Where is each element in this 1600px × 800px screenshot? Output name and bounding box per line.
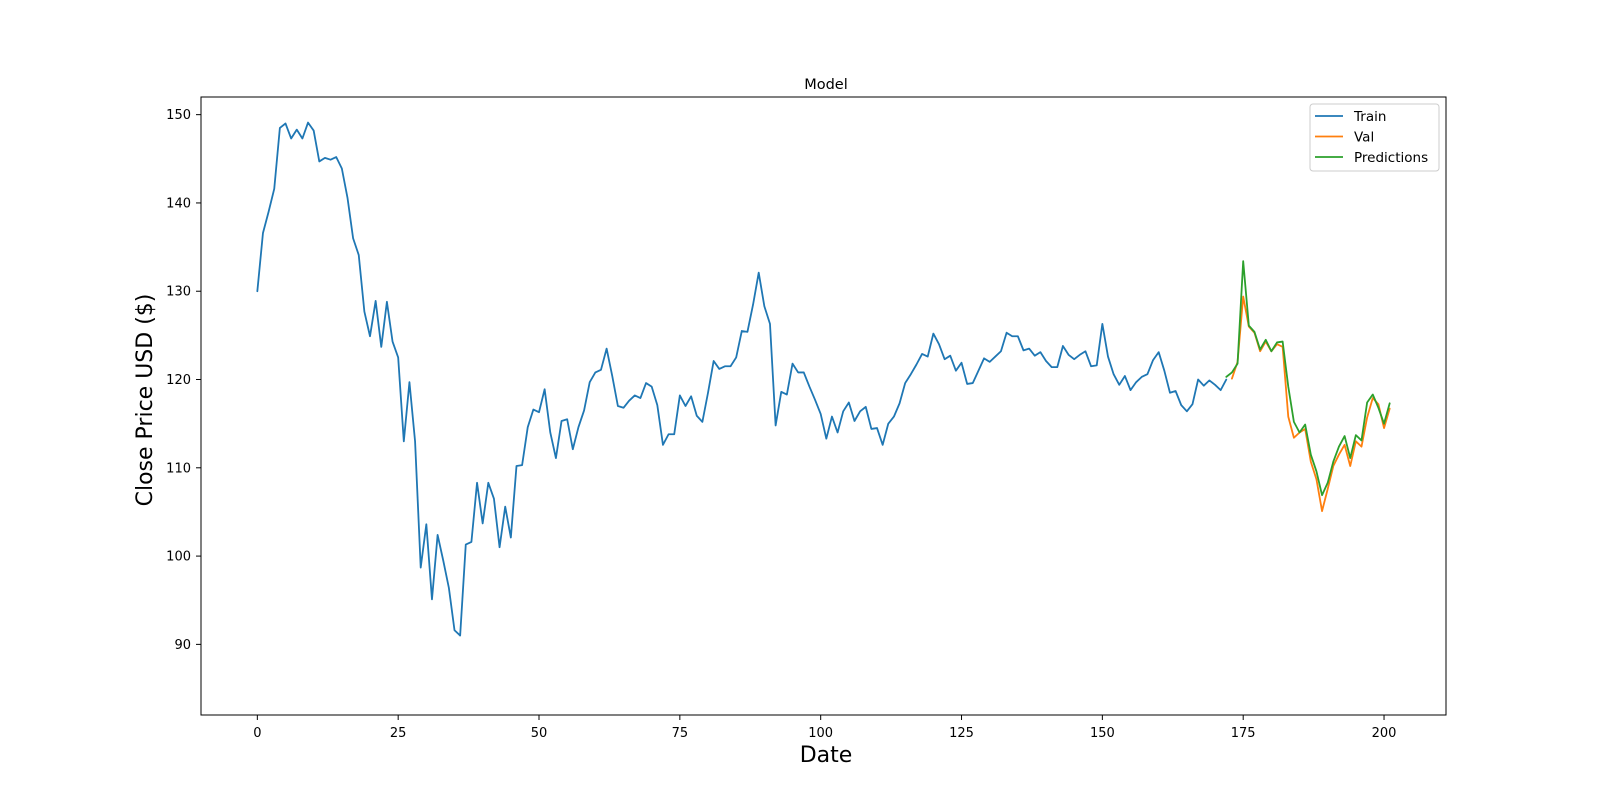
- x-tick-label: 75: [672, 726, 689, 741]
- series-line-predictions: [1225, 260, 1391, 497]
- x-tick-label: 125: [949, 726, 974, 741]
- plot-frame: [200, 96, 1447, 716]
- legend-box: [1309, 103, 1440, 172]
- legend: Train Val Predictions: [1309, 103, 1440, 172]
- y-axis-title: Close Price USD ($): [133, 294, 158, 507]
- x-tick-label: 175: [1231, 726, 1256, 741]
- x-tick-label: 150: [1090, 726, 1115, 741]
- x-axis: 0 25 50 75 100 125 150 175 200: [253, 715, 1396, 741]
- y-tick-label: 130: [166, 285, 191, 300]
- legend-label-val: Val: [1354, 130, 1374, 146]
- x-tick-label: 200: [1372, 726, 1397, 741]
- x-tick-label: 0: [253, 726, 261, 741]
- x-axis-title: Date: [800, 743, 853, 768]
- x-tick-label: 50: [531, 726, 548, 741]
- chart-title: Model: [804, 77, 848, 93]
- legend-label-predictions: Predictions: [1354, 150, 1428, 166]
- legend-label-train: Train: [1353, 109, 1386, 125]
- y-tick-label: 150: [166, 108, 191, 123]
- series-group: [256, 121, 1391, 637]
- x-tick-label: 25: [390, 726, 407, 741]
- y-axis: 90 100 110 120 130 140 150: [166, 108, 201, 653]
- y-tick-label: 90: [174, 638, 191, 653]
- y-tick-label: 100: [166, 550, 191, 565]
- y-tick-label: 120: [166, 373, 191, 388]
- series-line-train: [256, 121, 1228, 637]
- y-tick-label: 110: [166, 461, 191, 476]
- y-tick-label: 140: [166, 196, 191, 211]
- x-tick-label: 100: [808, 726, 833, 741]
